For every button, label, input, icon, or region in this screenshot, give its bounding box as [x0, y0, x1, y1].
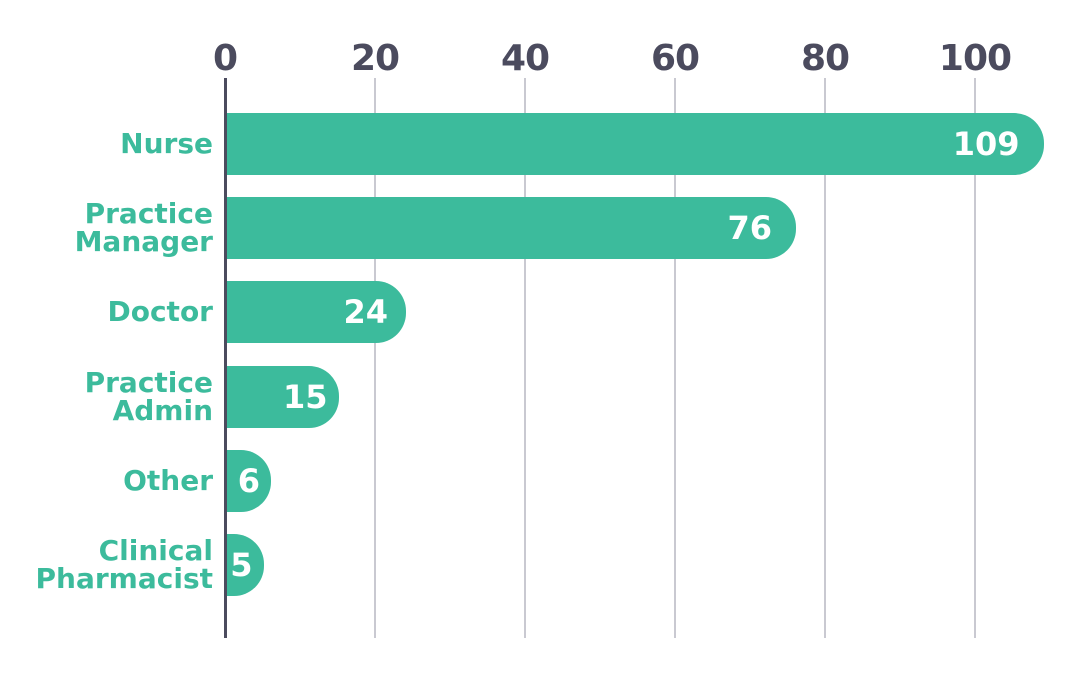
- gridline-x-20: [374, 78, 376, 638]
- category-label-doctor: Doctor: [0, 281, 213, 343]
- gridline-x-80: [824, 78, 826, 638]
- category-label-clinical-pharmacist: Clinical Pharmacist: [0, 534, 213, 596]
- bar-value-label: 24: [343, 293, 388, 331]
- category-label-line: Manager: [74, 225, 213, 258]
- bar-nurse: 109: [226, 113, 1044, 175]
- x-axis-tick-label: 40: [500, 38, 550, 79]
- x-axis-tick-label: 0: [212, 38, 238, 79]
- x-axis-tick-label: 80: [800, 38, 850, 79]
- bar-practice-admin: 15: [226, 366, 339, 428]
- x-axis-tick-label: 20: [350, 38, 400, 79]
- category-label-practice-manager: Practice Manager: [0, 197, 213, 259]
- bar-value-label: 76: [727, 209, 772, 247]
- bar-other: 6: [226, 450, 271, 512]
- category-label-line: Practice: [84, 197, 213, 230]
- category-label-nurse: Nurse: [0, 113, 213, 175]
- gridline-x-100: [974, 78, 976, 638]
- category-label-practice-admin: Practice Admin: [0, 366, 213, 428]
- gridline-x-40: [524, 78, 526, 638]
- category-label-line: Practice: [84, 366, 213, 399]
- gridline-x-60: [674, 78, 676, 638]
- bar-value-label: 15: [282, 378, 328, 416]
- category-label-line: Nurse: [120, 127, 213, 160]
- bar-practice-manager: 76: [226, 197, 796, 259]
- bar-value-label: 6: [237, 462, 260, 500]
- category-label-line: Admin: [112, 394, 213, 427]
- bar-value-label: 109: [952, 125, 1020, 163]
- category-label-line: Other: [123, 464, 213, 497]
- bar-value-label: 5: [230, 546, 253, 584]
- category-label-line: Pharmacist: [35, 562, 213, 595]
- bar-clinical-pharmacist: 5: [226, 534, 264, 596]
- y-axis-line: [223, 78, 227, 638]
- x-axis-tick-label: 100: [938, 38, 1012, 79]
- x-axis-tick-label: 60: [650, 38, 700, 79]
- category-label-line: Clinical: [98, 534, 213, 567]
- bar-doctor: 24: [226, 281, 406, 343]
- category-label-line: Doctor: [107, 295, 213, 328]
- category-label-other: Other: [0, 450, 213, 512]
